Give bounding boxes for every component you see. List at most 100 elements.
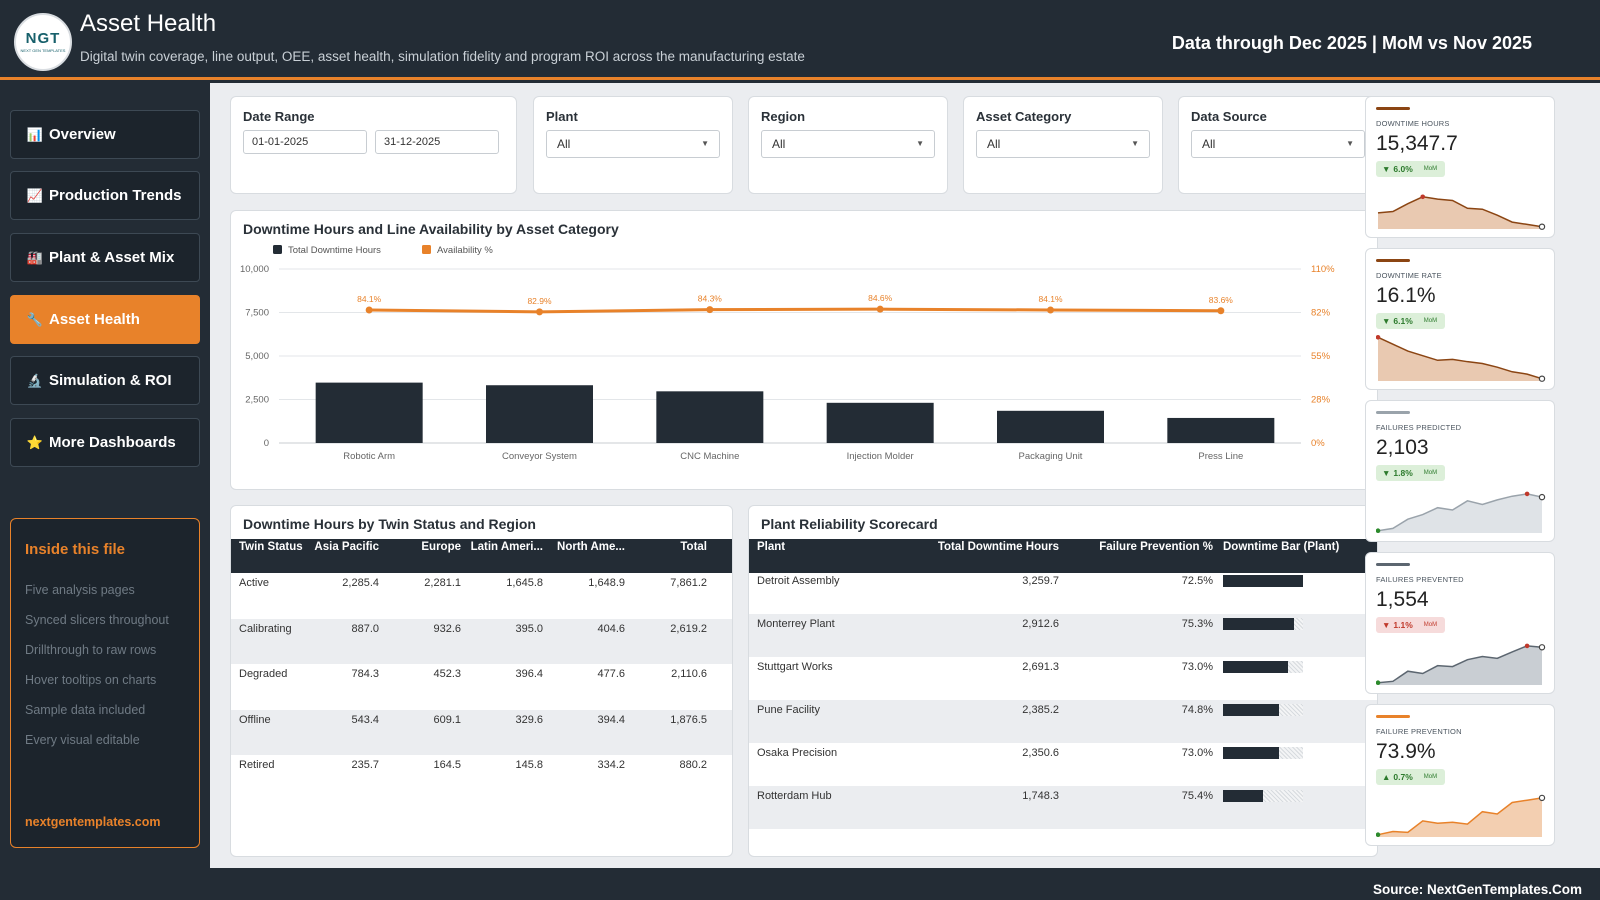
plant-filter: Plant All ▼ <box>533 96 733 194</box>
availability-point-2[interactable] <box>706 306 714 314</box>
x-category-label: Press Line <box>1198 451 1243 462</box>
kpi-value: 16.1% <box>1376 284 1436 307</box>
sparkline-max-marker <box>1376 335 1381 340</box>
kpi-accent-bar <box>1376 411 1410 414</box>
info-panel-title: Inside this file <box>25 541 126 558</box>
nav-overview[interactable]: 📊 Overview <box>10 110 200 159</box>
plant-select[interactable]: All ▼ <box>546 130 720 158</box>
region-select[interactable]: All ▼ <box>761 130 935 158</box>
failure-prevention: 73.0% <box>1181 747 1213 759</box>
table-row[interactable]: Stuttgart Works 2,691.3 73.0% <box>749 657 1377 700</box>
nav-asset-health[interactable]: 🔧 Asset Health <box>10 295 200 344</box>
column-header: Plant <box>757 541 786 553</box>
table-row[interactable]: Retired 235.7 164.5 145.8 334.2 880.2 <box>231 755 732 801</box>
nav-production-trends[interactable]: 📈 Production Trends <box>10 171 200 220</box>
header-bar: NGT NEXT GEN TEMPLATES Asset Health Digi… <box>0 0 1600 80</box>
sparkline-last-marker <box>1538 493 1546 501</box>
asset-category-select[interactable]: All ▼ <box>976 130 1150 158</box>
table-row[interactable]: Active 2,285.4 2,281.1 1,645.8 1,648.9 7,861.… <box>231 573 732 619</box>
table-row[interactable]: Detroit Assembly 3,259.7 72.5% <box>749 571 1377 614</box>
y-right-tick-label: 82% <box>1311 308 1331 319</box>
info-item: Synced slicers throughout <box>25 613 169 627</box>
main-content: Date Range 01-01-2025 31-12-2025 Plant A… <box>210 83 1600 868</box>
data-source-select[interactable]: All ▼ <box>1191 130 1365 158</box>
availability-point-4[interactable] <box>1047 306 1054 314</box>
plant-name: Osaka Precision <box>757 747 838 759</box>
page-subtitle: Digital twin coverage, line output, OEE,… <box>80 49 805 64</box>
table-row[interactable]: Osaka Precision 2,350.6 73.0% <box>749 743 1377 786</box>
bar-downtime-2[interactable] <box>656 391 764 443</box>
x-category-label: Robotic Arm <box>343 451 395 462</box>
logo-subtext: NEXT GEN TEMPLATES <box>20 48 66 53</box>
availability-data-label: 84.1% <box>357 294 382 304</box>
start-date-input[interactable]: 01-01-2025 <box>243 130 367 154</box>
microscope-icon: 🔬 <box>26 372 44 388</box>
downtime-bar-track <box>1223 704 1303 716</box>
kpi-label: FAILURES PREDICTED <box>1376 423 1462 432</box>
nav-plant-asset-mix[interactable]: 🏭 Plant & Asset Mix <box>10 233 200 282</box>
table-row[interactable]: Pune Facility 2,385.2 74.8% <box>749 700 1377 743</box>
kpi-change-value: 0.7% <box>1393 772 1413 782</box>
y-right-tick-label: 110% <box>1311 264 1335 275</box>
x-category-label: Injection Molder <box>847 451 914 462</box>
kpi-mom-label: MoM <box>1423 318 1438 324</box>
kpi-change-value: 6.0% <box>1393 164 1413 174</box>
page-title: Asset Health <box>80 10 217 37</box>
bar-downtime-5[interactable] <box>1167 417 1275 443</box>
y-right-tick-label: 28% <box>1311 395 1331 406</box>
table-row[interactable]: Degraded 784.3 452.3 396.4 477.6 2,110.6 <box>231 664 732 710</box>
website-link[interactable]: nextgentemplates.com <box>25 815 161 829</box>
column-header: Total <box>680 541 707 553</box>
downtime-bar-fill <box>1223 618 1295 630</box>
table-row[interactable]: Calibrating 887.0 932.6 395.0 404.6 2,619.2 <box>231 619 732 665</box>
table-cell: 1,876.5 <box>670 713 707 726</box>
caret-down-icon: ▼ <box>1346 139 1354 148</box>
table-cell: 396.4 <box>515 668 543 680</box>
nav-simulation-roi[interactable]: 🔬 Simulation & ROI <box>10 356 200 405</box>
kpi-accent-bar <box>1376 715 1410 718</box>
kpi-sparkline <box>1376 643 1546 685</box>
downtime-bar-track <box>1223 575 1303 587</box>
nav-label: Production Trends <box>49 187 182 204</box>
nav-more-dashboards[interactable]: ⭐ More Dashboards <box>10 418 200 467</box>
kpi-sparkline <box>1377 194 1546 230</box>
table-cell: Calibrating <box>239 622 292 635</box>
table-title: Plant Reliability Scorecard <box>761 516 938 532</box>
table-cell: 1,648.9 <box>588 577 625 589</box>
table-cell: 609.1 <box>433 713 461 726</box>
table-row[interactable]: Rotterdam Hub 1,748.3 75.4% <box>749 786 1377 829</box>
table-cell: 164.5 <box>433 759 461 771</box>
downtime-bar-track <box>1223 618 1303 630</box>
table-row[interactable]: Monterrey Plant 2,912.6 75.3% <box>749 614 1377 657</box>
legend-label-downtime: Total Downtime Hours <box>288 245 381 256</box>
table-cell: 477.6 <box>597 668 625 680</box>
table-row[interactable]: Offline 543.4 609.1 329.6 394.4 1,876.5 <box>231 710 732 756</box>
availability-point-3[interactable] <box>876 305 884 313</box>
table-title: Downtime Hours by Twin Status and Region <box>243 516 536 532</box>
table-cell: 394.4 <box>597 713 625 726</box>
kpi-card-failures-prevented: FAILURES PREVENTED 1,554 ▼ 1.1% MoM <box>1365 552 1555 694</box>
kpi-card-failures-predicted: FAILURES PREDICTED 2,103 ▼ 1.8% MoM <box>1365 400 1555 542</box>
bar-downtime-0[interactable] <box>315 382 423 443</box>
availability-point-0[interactable] <box>365 306 373 314</box>
bar-downtime-1[interactable] <box>486 385 593 443</box>
column-header: Latin Ameri... <box>470 541 543 553</box>
table-cell: Degraded <box>239 668 288 680</box>
nav-label: Asset Health <box>49 311 140 328</box>
kpi-label: DOWNTIME RATE <box>1376 271 1442 280</box>
end-date-input[interactable]: 31-12-2025 <box>375 130 499 154</box>
column-header: Failure Prevention % <box>1099 541 1213 553</box>
downtime-bar-fill <box>1223 747 1279 759</box>
arrow-down-icon: ▼ <box>1382 620 1391 630</box>
availability-point-5[interactable] <box>1217 307 1225 315</box>
bar-downtime-4[interactable] <box>997 410 1104 443</box>
availability-data-label: 83.6% <box>1209 295 1234 305</box>
sparkline-max-marker <box>1420 194 1426 200</box>
bar-downtime-3[interactable] <box>826 402 934 443</box>
info-panel: Inside this file Five analysis pages Syn… <box>10 518 200 848</box>
availability-point-1[interactable] <box>536 308 543 316</box>
y-right-tick-label: 55% <box>1311 351 1331 362</box>
kpi-label: FAILURES PREVENTED <box>1376 575 1464 584</box>
table-cell: 235.7 <box>351 759 379 771</box>
kpi-change-badge: ▼ 1.1% MoM <box>1376 617 1446 633</box>
